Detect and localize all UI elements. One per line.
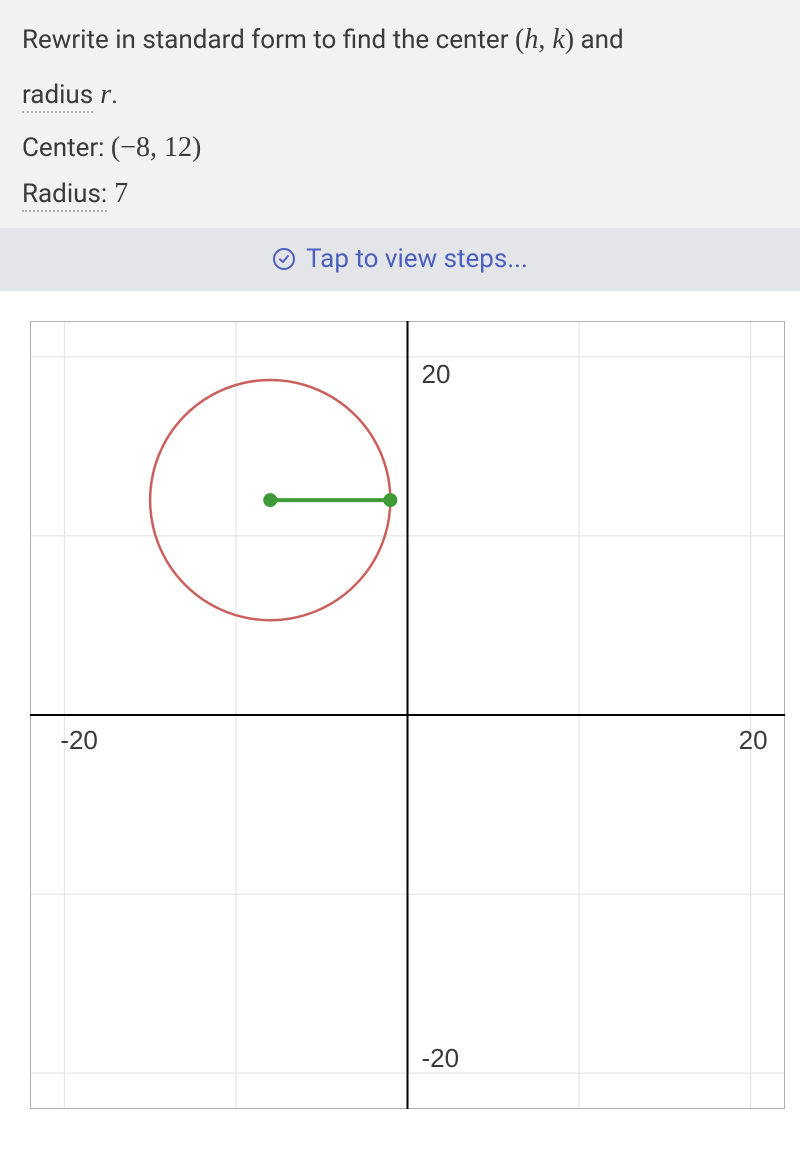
problem-text-prefix: Rewrite in standard form to find the cen… <box>22 25 515 55</box>
steps-label: Tap to view steps... <box>306 244 528 274</box>
math-var-r: r <box>93 79 111 110</box>
radius-value: 7 <box>107 178 128 209</box>
problem-text-suffix: and <box>574 25 624 55</box>
svg-text:20: 20 <box>422 358 451 388</box>
svg-text:-20: -20 <box>60 725 98 755</box>
view-steps-button[interactable]: Tap to view steps... <box>0 228 800 291</box>
radius-answer: Radius: 7 <box>22 178 778 210</box>
radius-label[interactable]: Radius: <box>22 179 107 212</box>
circle-graph: 20 -20 -20 20 <box>30 321 785 1109</box>
center-answer: Center: (−8, 12) <box>22 132 778 164</box>
check-icon <box>272 247 296 271</box>
center-label: Center: <box>22 133 111 163</box>
radius-word[interactable]: radius <box>22 80 93 113</box>
math-var-h: h <box>524 24 538 55</box>
math-comma: , <box>538 24 552 55</box>
center-close: ) <box>192 132 201 163</box>
problem-line-2: radius r. <box>22 73 778 118</box>
period: . <box>111 80 118 110</box>
graph-container: 20 -20 -20 20 <box>0 291 800 1109</box>
svg-text:20: 20 <box>739 725 768 755</box>
math-var-k: k <box>552 24 564 55</box>
problem-line-1: Rewrite in standard form to find the cen… <box>22 18 778 63</box>
math-close-paren: ) <box>565 24 574 55</box>
center-value: −8, 12 <box>120 132 192 163</box>
math-open-paren: ( <box>515 24 524 55</box>
center-open: ( <box>111 132 120 163</box>
problem-section: Rewrite in standard form to find the cen… <box>0 0 800 228</box>
svg-text:-20: -20 <box>422 1043 460 1073</box>
